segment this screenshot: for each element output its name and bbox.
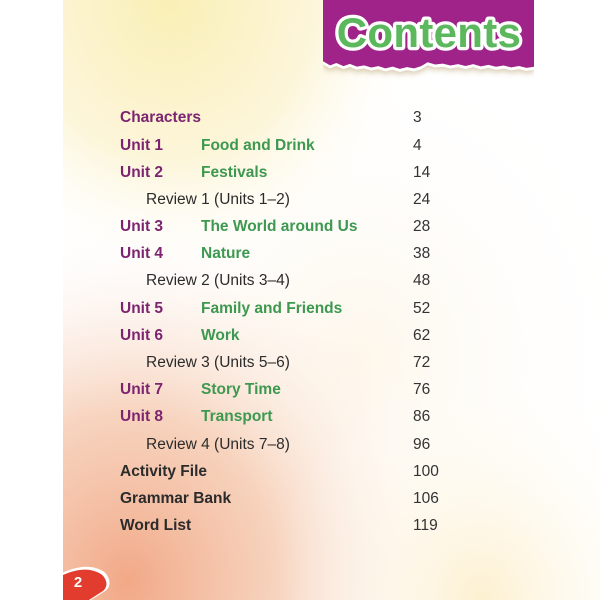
svg-text:2: 2 [74, 574, 82, 591]
